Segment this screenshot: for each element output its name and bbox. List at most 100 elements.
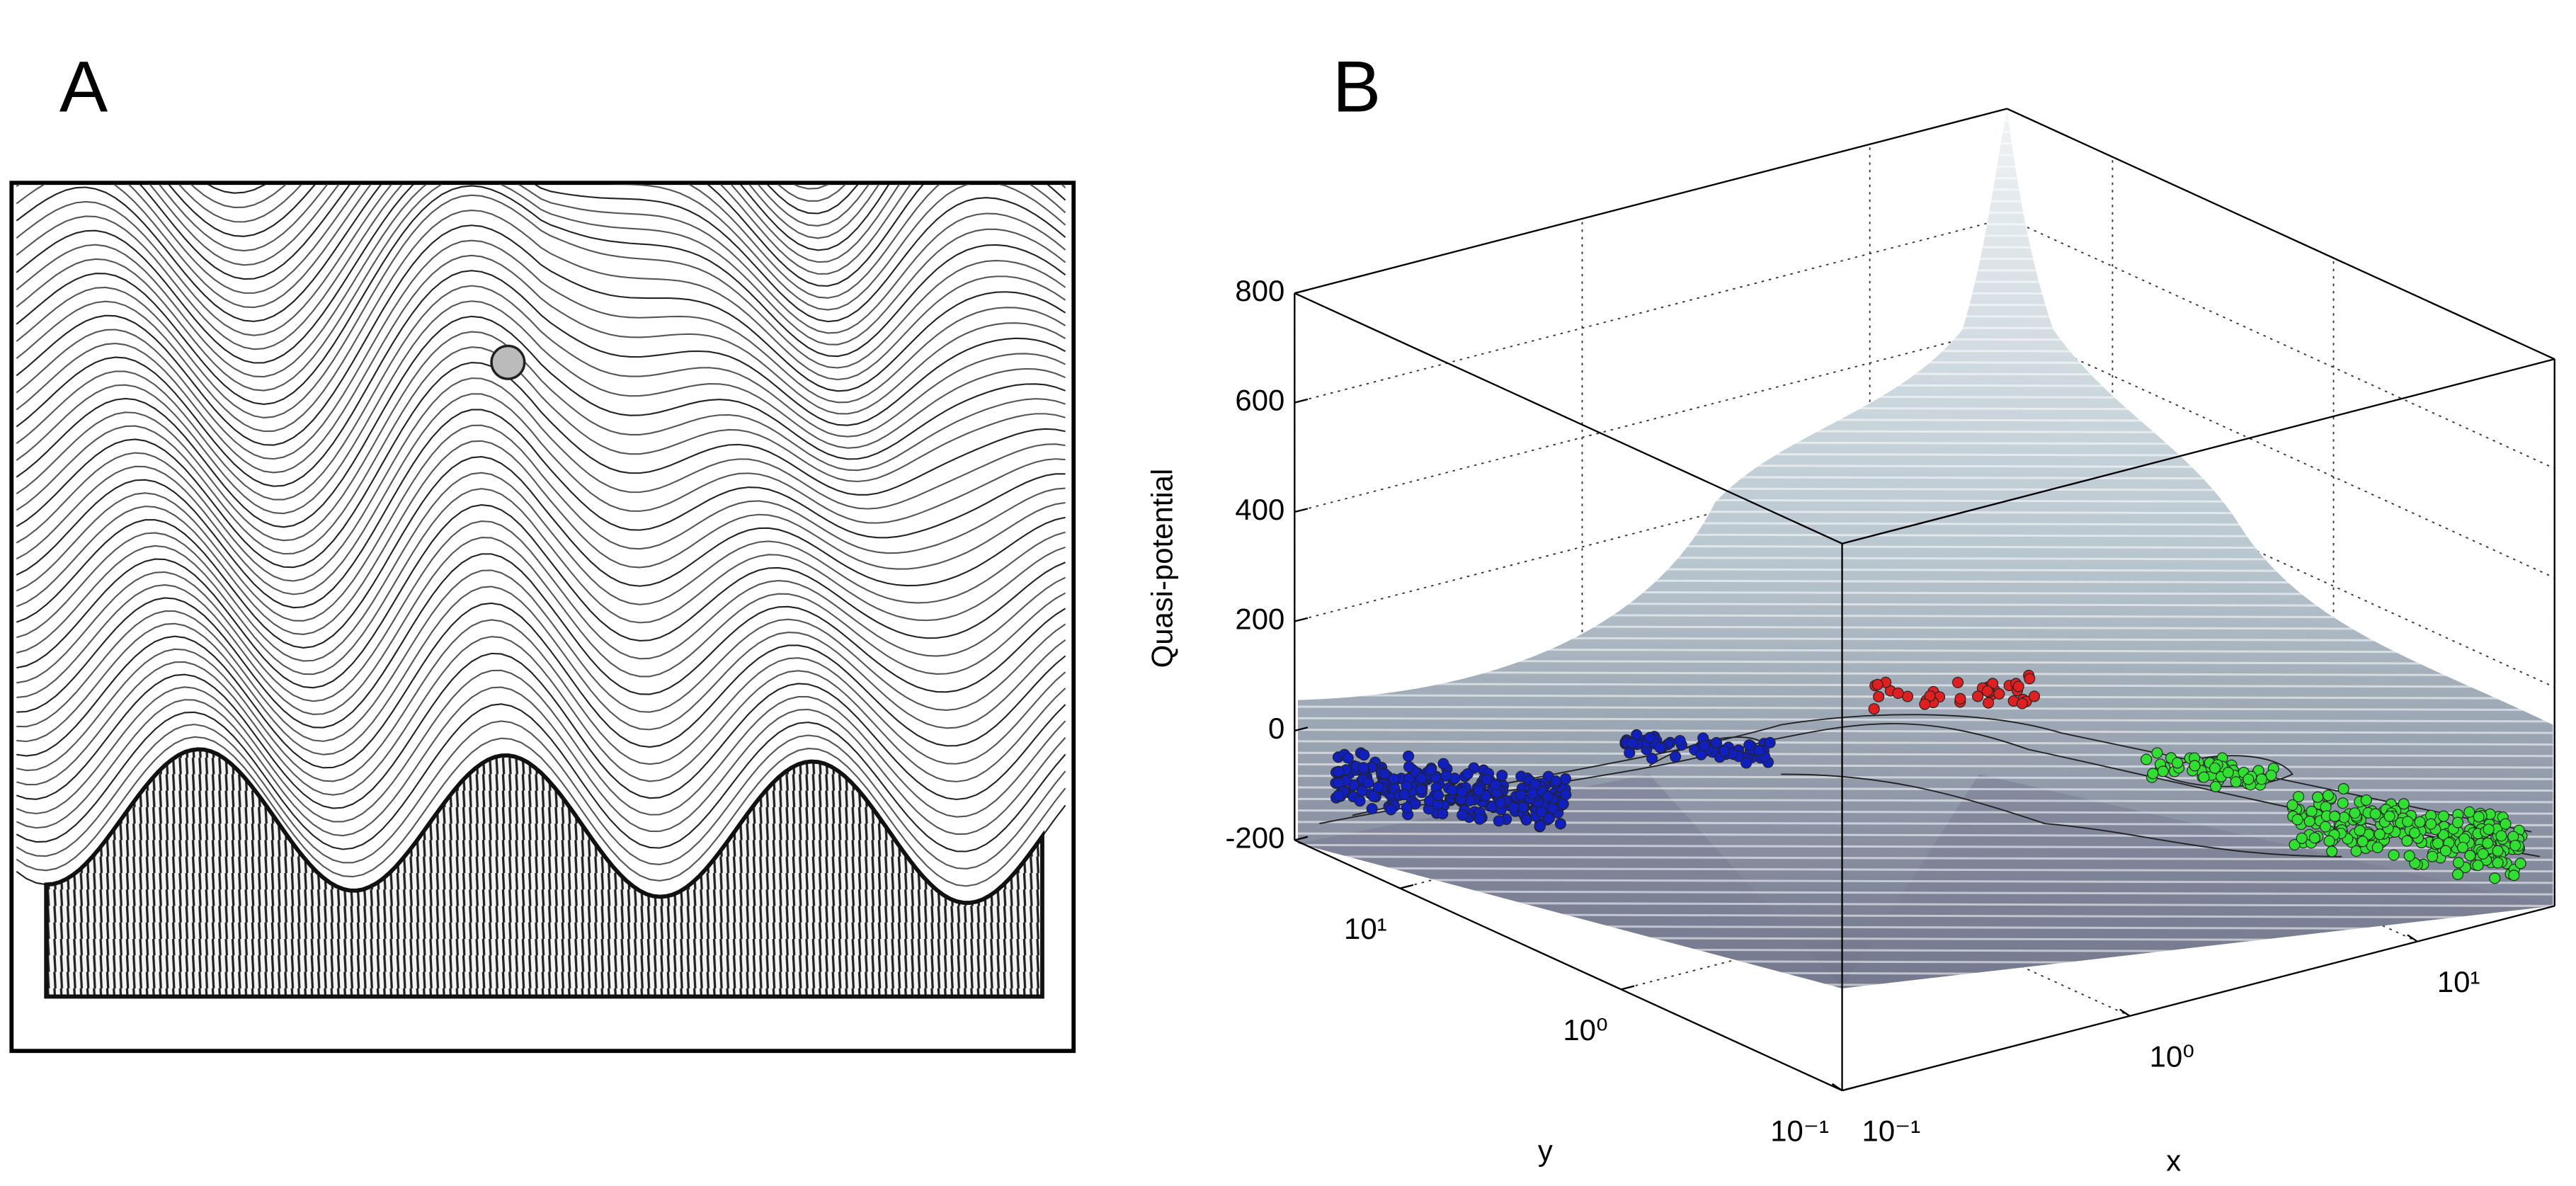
stripe	[1297, 325, 2553, 331]
z-tick-label: 800	[1235, 274, 1284, 307]
x-axis-label: x	[2166, 1144, 2181, 1178]
stripe	[1297, 140, 2553, 147]
box-edge	[1842, 358, 2555, 544]
scatter-point	[2289, 839, 2301, 851]
scatter-point	[2242, 773, 2255, 785]
contour-line	[16, 184, 1066, 336]
scatter-point	[2291, 814, 2303, 826]
scatter-point	[1535, 806, 1547, 818]
scatter-point	[1446, 784, 1458, 796]
scatter-point	[2296, 832, 2308, 844]
scatter-point	[1520, 814, 1532, 826]
scatter-point	[1496, 770, 1508, 782]
scatter-point	[1357, 762, 1369, 774]
scatter-point	[1892, 687, 1904, 699]
contour-line	[16, 184, 901, 294]
y-tick-label: 10⁰	[1563, 1013, 1607, 1047]
contour-line	[16, 184, 1066, 322]
scatter-point	[1379, 768, 1391, 780]
contour-line	[16, 185, 1066, 405]
scatter-point	[1952, 676, 1964, 688]
scatter-point	[2489, 872, 2501, 884]
stripe	[1297, 186, 2553, 193]
ball	[490, 344, 526, 380]
scatter-point	[2356, 836, 2369, 848]
scatter-point	[1560, 789, 1572, 801]
contour-line	[16, 586, 1066, 755]
scatter-point	[2398, 798, 2410, 810]
contour-line	[149, 184, 880, 266]
stripe	[1297, 290, 2553, 296]
scatter-point	[1743, 739, 1755, 751]
scatter-point	[1670, 751, 1682, 763]
tick-mark	[1294, 508, 1309, 513]
contour-line	[16, 254, 1066, 474]
scatter-point	[2209, 762, 2221, 774]
scatter-point	[1919, 698, 1931, 710]
scatter-point	[2437, 829, 2449, 841]
contour-line	[16, 703, 1066, 853]
stripe	[1297, 267, 2553, 273]
stripe	[1297, 175, 2553, 181]
panel-label: A	[59, 45, 108, 127]
stripe	[1297, 117, 2553, 123]
scatter-point	[1415, 772, 1427, 785]
contour-line	[16, 285, 1066, 501]
scatter-point	[2456, 841, 2469, 853]
contour-line	[16, 0, 1065, 178]
scatter-point	[1644, 731, 1656, 743]
scatter-point	[2439, 845, 2452, 857]
box-edge	[2006, 108, 2555, 360]
scatter-point	[1403, 760, 1415, 772]
stripe	[1297, 763, 2553, 769]
scatter-point	[1474, 813, 1486, 825]
contour-line	[16, 361, 1066, 569]
contour-line	[168, 184, 859, 237]
scatter-point	[2141, 753, 2153, 765]
scatter-point	[2012, 680, 2024, 692]
scatter-point	[2508, 869, 2520, 882]
scatter-point	[1534, 820, 1546, 832]
contour-line	[139, 184, 890, 280]
scatter-point	[1981, 685, 1993, 697]
scatter-point	[1401, 802, 1413, 814]
scatter-point	[1873, 690, 1885, 702]
contour-line	[16, 315, 1066, 528]
contour-line	[16, 686, 1066, 837]
stripe	[1297, 164, 2553, 169]
scatter-point	[1993, 688, 2005, 700]
stripe	[1297, 717, 2553, 723]
stripe	[1297, 152, 2553, 158]
tick-mark	[2119, 1008, 2131, 1017]
tick-mark	[1294, 836, 1309, 841]
scatter-point	[1366, 803, 1378, 815]
scatter-point	[2473, 811, 2485, 823]
scatter-point	[2464, 850, 2476, 862]
scatter-point	[2495, 830, 2507, 842]
scatter-point	[2373, 828, 2386, 840]
z-tick-label: -200	[1225, 821, 1284, 855]
contour-line	[178, 184, 847, 223]
scatter-point	[1437, 758, 1449, 770]
contour-line	[16, 652, 1066, 809]
stripe	[1297, 336, 2553, 343]
scatter-point	[1333, 765, 1345, 777]
scatter-point	[2350, 845, 2362, 857]
scatter-point	[2329, 810, 2341, 822]
contour-line	[16, 0, 1065, 120]
scatter-point	[1358, 749, 1370, 761]
scatter-point	[1654, 741, 1666, 753]
contour-line	[16, 669, 1066, 823]
box-edge	[1294, 292, 1843, 544]
scatter-point	[2472, 860, 2484, 872]
scatter-point	[1508, 802, 1520, 814]
scatter-point	[2326, 845, 2338, 857]
scatter-point	[1490, 779, 1502, 791]
contour-line	[16, 553, 1066, 729]
scatter-point	[1541, 790, 1554, 803]
contour-line	[16, 210, 1066, 433]
scatter-point	[2157, 765, 2169, 777]
contour-line	[16, 0, 1065, 149]
scatter-point	[2360, 794, 2372, 806]
scatter-point	[1517, 801, 1529, 813]
